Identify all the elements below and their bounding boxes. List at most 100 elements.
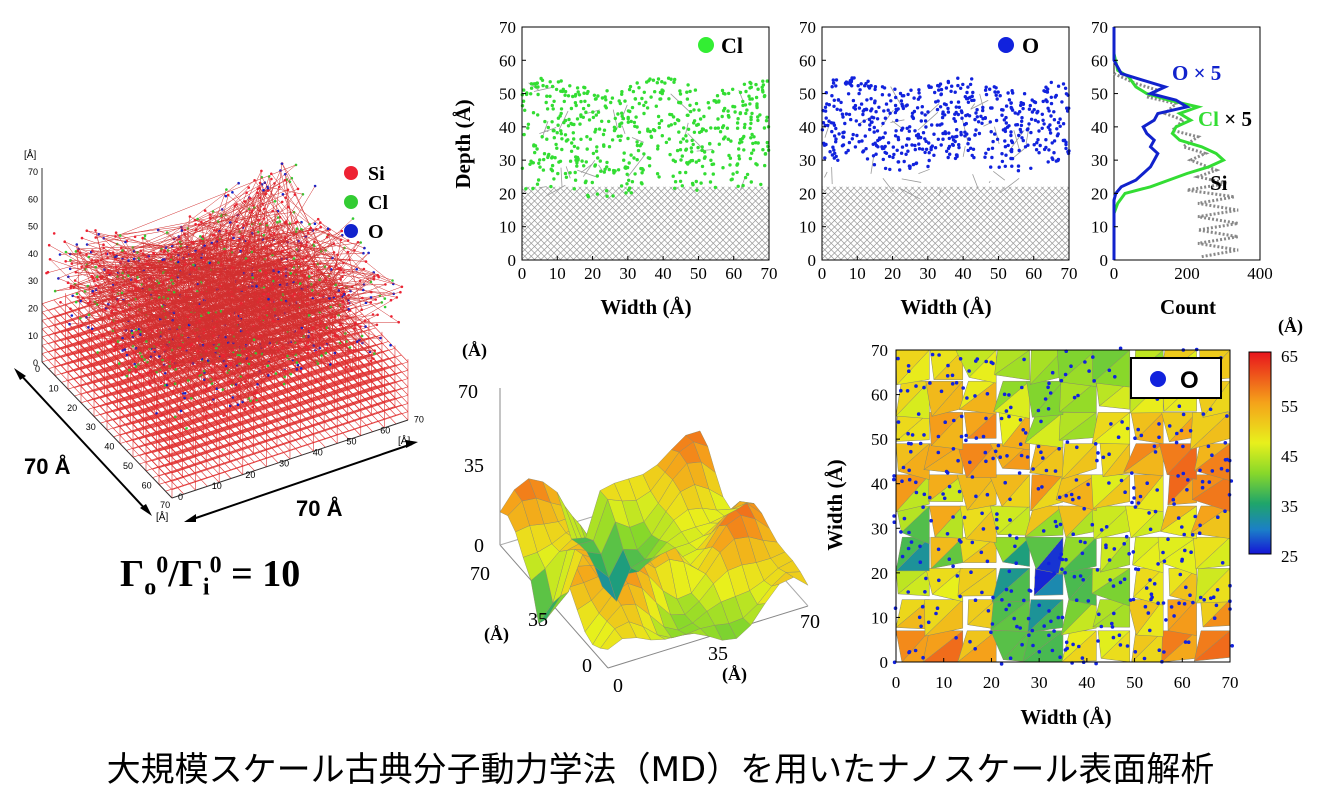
- atom-marker: [593, 164, 597, 168]
- o-atom-marker: [1104, 545, 1108, 550]
- atom: [318, 294, 322, 298]
- o-atom-marker: [1012, 616, 1016, 621]
- atom-marker: [877, 105, 881, 110]
- atom-marker: [1045, 99, 1049, 104]
- atom-marker: [671, 158, 675, 162]
- o-atom-marker: [1186, 478, 1190, 482]
- atom-marker: [555, 146, 559, 150]
- atom: [124, 240, 127, 244]
- atom: [185, 427, 188, 430]
- structure-ztick: 70: [28, 167, 38, 177]
- o-atom-marker: [1197, 531, 1202, 535]
- o-atom-marker: [1215, 588, 1220, 592]
- o-atom-marker: [985, 392, 990, 396]
- atom-marker: [550, 120, 554, 124]
- network-bond: [999, 178, 1020, 194]
- atom-marker: [853, 107, 858, 111]
- atom-marker: [929, 85, 933, 89]
- atom-marker: [627, 186, 632, 190]
- o-atom-marker: [1086, 482, 1090, 487]
- atom-marker: [920, 147, 925, 151]
- atom: [337, 289, 341, 292]
- lattice-bond: [152, 349, 389, 429]
- amorphous-bond: [257, 231, 361, 327]
- o-atom-marker: [1025, 455, 1030, 459]
- atom-marker: [619, 134, 623, 138]
- atom-marker: [744, 89, 748, 94]
- atom-marker: [686, 162, 690, 166]
- atom-marker: [526, 126, 530, 130]
- atom-marker: [899, 128, 904, 132]
- atom: [369, 359, 373, 363]
- topview-xtick-label: 20: [983, 673, 1000, 692]
- atom-marker: [959, 86, 963, 91]
- atom-marker: [694, 179, 698, 184]
- o-atom-marker: [1053, 469, 1058, 473]
- atom-marker: [735, 126, 740, 130]
- atom-marker: [860, 139, 864, 143]
- topview-ytick-label: 50: [871, 430, 888, 449]
- ytick-label: 30: [499, 151, 516, 170]
- atom: [286, 354, 289, 358]
- atom-marker: [582, 164, 586, 168]
- o-atom-marker: [922, 385, 926, 390]
- topview-xtick-label: 0: [892, 673, 901, 692]
- o-atom-marker: [1210, 469, 1215, 473]
- atom-marker: [870, 107, 874, 111]
- o-atom-marker: [944, 469, 949, 474]
- o-atom-marker: [1225, 468, 1230, 473]
- o-atom-marker: [923, 590, 927, 594]
- atom-marker: [562, 99, 566, 104]
- surface3d-yunit: (Å): [484, 624, 509, 645]
- atom-marker: [908, 125, 912, 129]
- atom-marker: [651, 78, 656, 82]
- network-bond: [560, 167, 563, 188]
- atom-marker: [713, 126, 718, 130]
- ytick-label: 40: [799, 118, 816, 137]
- atom-marker: [961, 82, 965, 87]
- atom-marker: [578, 122, 582, 126]
- o-atom-marker: [1110, 621, 1114, 626]
- o-atom-marker: [1157, 422, 1161, 426]
- atom-marker: [693, 88, 698, 92]
- amorphous-bond: [166, 371, 224, 380]
- amorphous-bond: [121, 292, 155, 374]
- o-atom-marker: [1083, 540, 1087, 545]
- atom-marker: [952, 117, 956, 121]
- atom-marker: [960, 110, 964, 115]
- amorphous-bond: [100, 197, 251, 279]
- atom-marker: [579, 113, 583, 117]
- topview-ytick-label: 20: [871, 564, 888, 583]
- atom-marker: [546, 125, 550, 130]
- atom-marker: [904, 152, 908, 156]
- atom-marker: [832, 156, 836, 160]
- o-atom-marker: [1083, 360, 1087, 364]
- xtick-label: 20: [584, 264, 601, 283]
- o-atom-marker: [1149, 597, 1153, 602]
- atom: [148, 383, 152, 387]
- atom-marker: [649, 95, 653, 99]
- o-atom-marker: [943, 420, 947, 425]
- atom: [179, 409, 183, 413]
- amorphous-bond: [237, 217, 281, 355]
- atom-marker: [765, 140, 769, 145]
- amorphous-bond: [284, 174, 349, 304]
- atom-marker: [874, 110, 878, 114]
- atom-marker: [989, 165, 993, 169]
- o-atom-marker: [964, 433, 968, 438]
- o-atom-marker: [1080, 551, 1085, 556]
- o-atom-marker: [974, 436, 979, 440]
- amorphous-bond: [91, 332, 252, 365]
- amorphous-bond: [205, 390, 249, 399]
- atom: [399, 290, 402, 294]
- atom-marker: [930, 144, 934, 148]
- atom-marker: [1029, 130, 1033, 135]
- o-atom-marker: [1018, 418, 1023, 422]
- atom-marker: [551, 129, 555, 133]
- atom-marker: [727, 115, 731, 119]
- atom: [295, 361, 299, 364]
- atom-marker: [697, 108, 701, 112]
- amorphous-bond: [308, 336, 331, 366]
- atom: [64, 250, 68, 254]
- atom-marker: [632, 156, 636, 160]
